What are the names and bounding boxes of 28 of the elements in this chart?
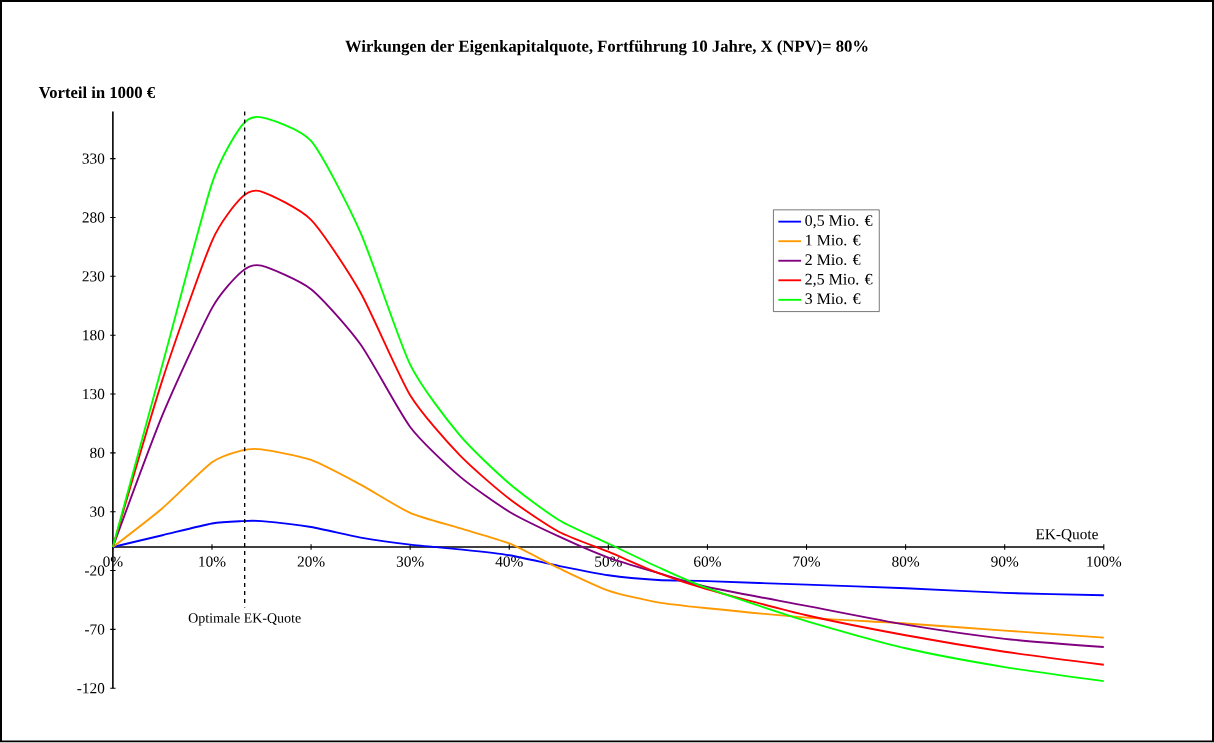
legend-label: 2,5 Mio. € [805, 274, 873, 288]
legend-label: 2 Mio. € [805, 254, 861, 266]
x-tick-label: 40% [495, 556, 523, 568]
y-tick-label: 330 [82, 153, 105, 165]
y-tick-label: -70 [85, 624, 105, 635]
x-axis-title: EK-Quote [1035, 529, 1098, 542]
x-tick-label: 60% [694, 556, 721, 568]
x-tick-label: 80% [892, 556, 920, 568]
y-tick-label: 130 [83, 389, 105, 400]
legend-label: 0,5 Mio. € [805, 215, 873, 229]
x-tick-label: 70% [793, 556, 821, 568]
legend-label: 1 Mio. € [806, 234, 861, 246]
x-tick-label: 20% [297, 556, 325, 568]
x-tick-label: 100% [1087, 556, 1122, 568]
y-tick-label: 30 [90, 506, 105, 518]
y-axis-title: Vorteil in 1000 € [38, 86, 155, 99]
x-tick-label: 30% [396, 556, 424, 568]
chart-title: Wirkungen der Eigenkapitalquote, Fortführung 10 Jahre, X (NPV)= 80% [345, 40, 868, 56]
y-tick-label: 280 [82, 212, 105, 223]
y-tick-label: 180 [83, 330, 105, 341]
y-tick-label: 230 [82, 271, 105, 282]
ref-line-label: Optimale EK-Quote [188, 613, 301, 626]
x-tick-label: 90% [991, 556, 1019, 568]
legend-label: 3 Mio. € [805, 293, 861, 305]
y-tick-label: 80 [90, 447, 105, 459]
x-tick-label: 10% [199, 556, 226, 568]
y-tick-label: -120 [77, 683, 105, 694]
y-tick-label: -20 [85, 565, 105, 576]
